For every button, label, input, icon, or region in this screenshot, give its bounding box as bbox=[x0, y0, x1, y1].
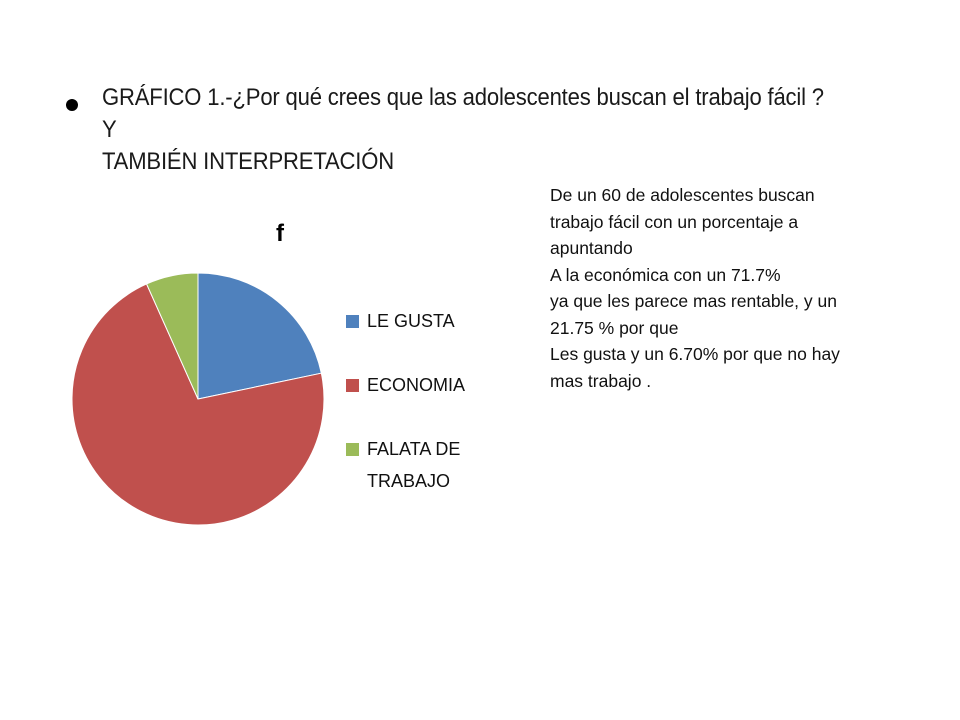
interpretation-text: De un 60 de adolescentes buscan trabajo … bbox=[550, 182, 930, 394]
heading-line: GRÁFICO 1.-¿Por qué crees que las adoles… bbox=[102, 84, 824, 143]
chart-legend: LE GUSTA ECONOMIA FALATA DE TRABAJO bbox=[346, 305, 506, 497]
interpretation-line: mas trabajo . bbox=[550, 370, 652, 391]
legend-swatch bbox=[346, 379, 359, 392]
interpretation-line: 21.75 % por que bbox=[550, 317, 679, 338]
interpretation-line: trabajo fácil con un porcentaje a bbox=[550, 211, 799, 232]
legend-item: FALATA DE TRABAJO bbox=[346, 433, 506, 497]
legend-swatch bbox=[346, 443, 359, 456]
pie-slice-falata-de-trabajo bbox=[145, 272, 199, 400]
heading-line: TAMBIÉN INTERPRETACIÓN bbox=[102, 148, 395, 175]
interpretation-line: apuntando bbox=[550, 238, 633, 258]
bullet-point bbox=[66, 99, 78, 111]
interpretation-line: De un 60 de adolescentes buscan bbox=[550, 185, 815, 205]
interpretation-line: Les gusta y un 6.70% por que no hay bbox=[550, 344, 840, 364]
legend-swatch bbox=[346, 315, 359, 328]
interpretation-line: A la económica con un 71.7% bbox=[550, 264, 781, 285]
chart-title: f bbox=[276, 220, 284, 247]
legend-label: LE GUSTA bbox=[367, 311, 455, 331]
interpretation-line: ya que les parece mas rentable, y un bbox=[550, 291, 837, 311]
slide-heading: GRÁFICO 1.-¿Por qué crees que las adoles… bbox=[102, 82, 838, 178]
legend-item: ECONOMIA bbox=[346, 369, 506, 433]
legend-item: LE GUSTA bbox=[346, 305, 506, 369]
pie-chart bbox=[71, 272, 325, 526]
legend-label: FALATA DE TRABAJO bbox=[367, 439, 461, 491]
pie-slice-economia bbox=[71, 283, 325, 526]
legend-label: ECONOMIA bbox=[367, 375, 466, 395]
pie-slice-le-gusta bbox=[197, 272, 322, 400]
